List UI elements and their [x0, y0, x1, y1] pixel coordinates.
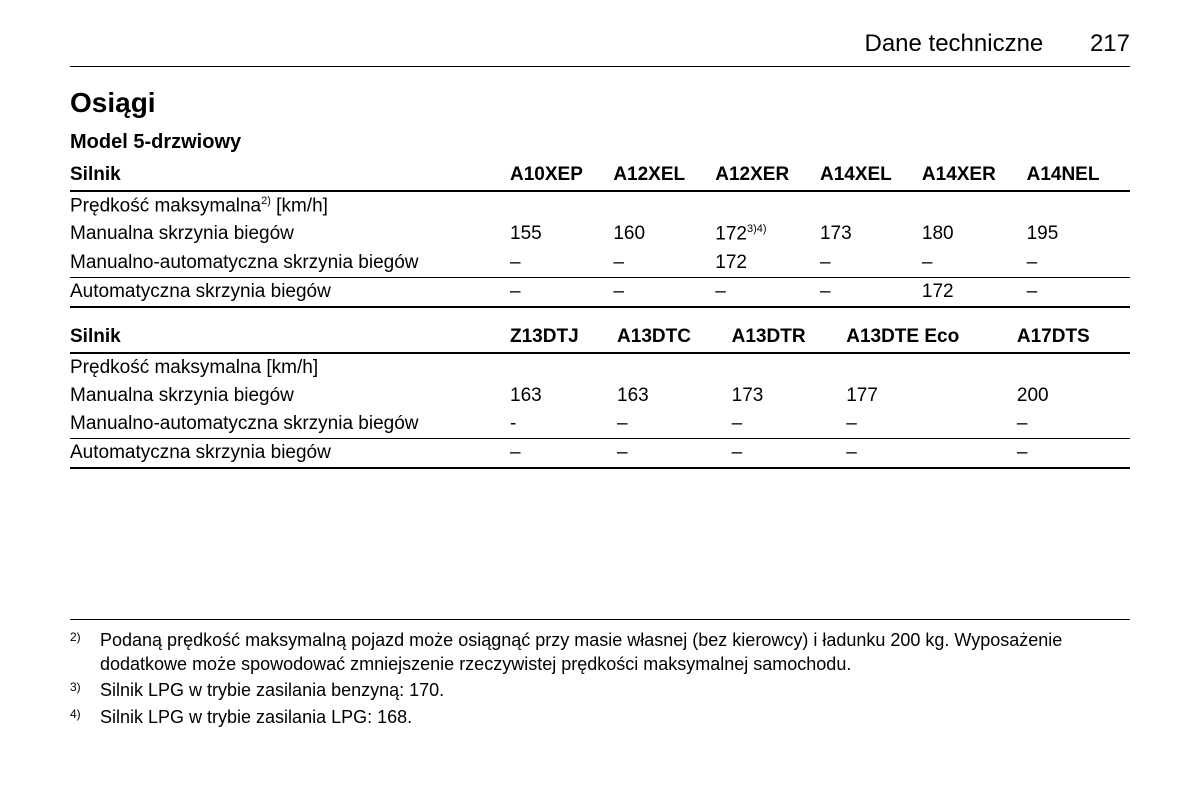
table-header-row: Silnik Z13DTJ A13DTC A13DTR A13DTE Eco A… [70, 322, 1130, 353]
cell: 173 [732, 382, 847, 410]
footnote-text: Silnik LPG w trybie zasilania LPG: 168. [100, 705, 1130, 729]
cell: 1723)4) [715, 220, 820, 248]
footnote-text: Podaną prędkość maksymalną pojazd może o… [100, 628, 1130, 677]
cell: – [1017, 410, 1130, 439]
col-header: A13DTE Eco [846, 322, 1017, 353]
cell: 200 [1017, 382, 1130, 410]
col-header: A14XER [922, 160, 1027, 191]
footnote-mark: 3) [70, 678, 100, 694]
cell: - [510, 410, 617, 439]
cell: 195 [1027, 220, 1130, 248]
footnote: 3) Silnik LPG w trybie zasilania benzyną… [70, 678, 1130, 702]
cell: – [510, 438, 617, 468]
col-header: A12XEL [613, 160, 715, 191]
row-label: Manualno-automatyczna skrzynia biegów [70, 249, 510, 278]
performance-table-2: Silnik Z13DTJ A13DTC A13DTR A13DTE Eco A… [70, 322, 1130, 469]
col-header: Z13DTJ [510, 322, 617, 353]
row-header-label: Silnik [70, 322, 510, 353]
cell: – [510, 249, 613, 278]
speed-header: Prędkość maksymalna [km/h] [70, 353, 1130, 382]
cell: – [846, 410, 1017, 439]
header-page-number: 217 [1090, 30, 1130, 57]
speed-header-row: Prędkość maksymalna [km/h] [70, 353, 1130, 382]
cell: 172 [715, 249, 820, 278]
table-row: Manualna skrzynia biegów 163 163 173 177… [70, 382, 1130, 410]
col-header: A13DTR [732, 322, 847, 353]
speed-header: Prędkość maksymalna2) [km/h] [70, 191, 1130, 220]
cell: 163 [510, 382, 617, 410]
footnote: 4) Silnik LPG w trybie zasilania LPG: 16… [70, 705, 1130, 729]
col-header: A13DTC [617, 322, 732, 353]
row-label: Automatyczna skrzynia biegów [70, 277, 510, 307]
cell: – [846, 438, 1017, 468]
col-header: A10XEP [510, 160, 613, 191]
cell: – [510, 277, 613, 307]
row-label: Manualna skrzynia biegów [70, 220, 510, 248]
row-header-label: Silnik [70, 160, 510, 191]
cell: – [1017, 438, 1130, 468]
section-title: Osiągi [70, 87, 1130, 119]
cell: – [613, 277, 715, 307]
row-label: Manualna skrzynia biegów [70, 382, 510, 410]
cell: – [732, 438, 847, 468]
cell: 177 [846, 382, 1017, 410]
cell: – [617, 410, 732, 439]
cell: – [715, 277, 820, 307]
subsection-title: Model 5-drzwiowy [70, 131, 1130, 154]
cell: – [617, 438, 732, 468]
col-header: A17DTS [1017, 322, 1130, 353]
cell: 155 [510, 220, 613, 248]
cell: – [820, 277, 922, 307]
cell: 172 [922, 277, 1027, 307]
cell: 163 [617, 382, 732, 410]
cell: 180 [922, 220, 1027, 248]
cell: – [820, 249, 922, 278]
cell: – [732, 410, 847, 439]
cell: – [1027, 249, 1130, 278]
footnote-text: Silnik LPG w trybie zasilania benzyną: 1… [100, 678, 1130, 702]
table-row: Automatyczna skrzynia biegów – – – – – [70, 438, 1130, 468]
row-label: Manualno-automatyczna skrzynia biegów [70, 410, 510, 439]
table-row: Manualno-automatyczna skrzynia biegów – … [70, 249, 1130, 278]
row-label: Automatyczna skrzynia biegów [70, 438, 510, 468]
footnote-mark: 2) [70, 628, 100, 644]
table-row: Manualno-automatyczna skrzynia biegów - … [70, 410, 1130, 439]
footnote-mark: 4) [70, 705, 100, 721]
cell: – [613, 249, 715, 278]
header-section: Dane techniczne [865, 30, 1044, 57]
col-header: A14XEL [820, 160, 922, 191]
footnotes-block: 2) Podaną prędkość maksymalną pojazd moż… [70, 619, 1130, 729]
page-header: Dane techniczne 217 [70, 30, 1130, 58]
cell: – [922, 249, 1027, 278]
cell: – [1027, 277, 1130, 307]
col-header: A14NEL [1027, 160, 1130, 191]
cell: 173 [820, 220, 922, 248]
footnote: 2) Podaną prędkość maksymalną pojazd moż… [70, 628, 1130, 677]
performance-table-1: Silnik A10XEP A12XEL A12XER A14XEL A14XE… [70, 160, 1130, 308]
col-header: A12XER [715, 160, 820, 191]
table-row: Manualna skrzynia biegów 155 160 1723)4)… [70, 220, 1130, 248]
header-rule [70, 66, 1130, 67]
table-header-row: Silnik A10XEP A12XEL A12XER A14XEL A14XE… [70, 160, 1130, 191]
cell: 160 [613, 220, 715, 248]
speed-header-row: Prędkość maksymalna2) [km/h] [70, 191, 1130, 220]
table-row: Automatyczna skrzynia biegów – – – – 172… [70, 277, 1130, 307]
